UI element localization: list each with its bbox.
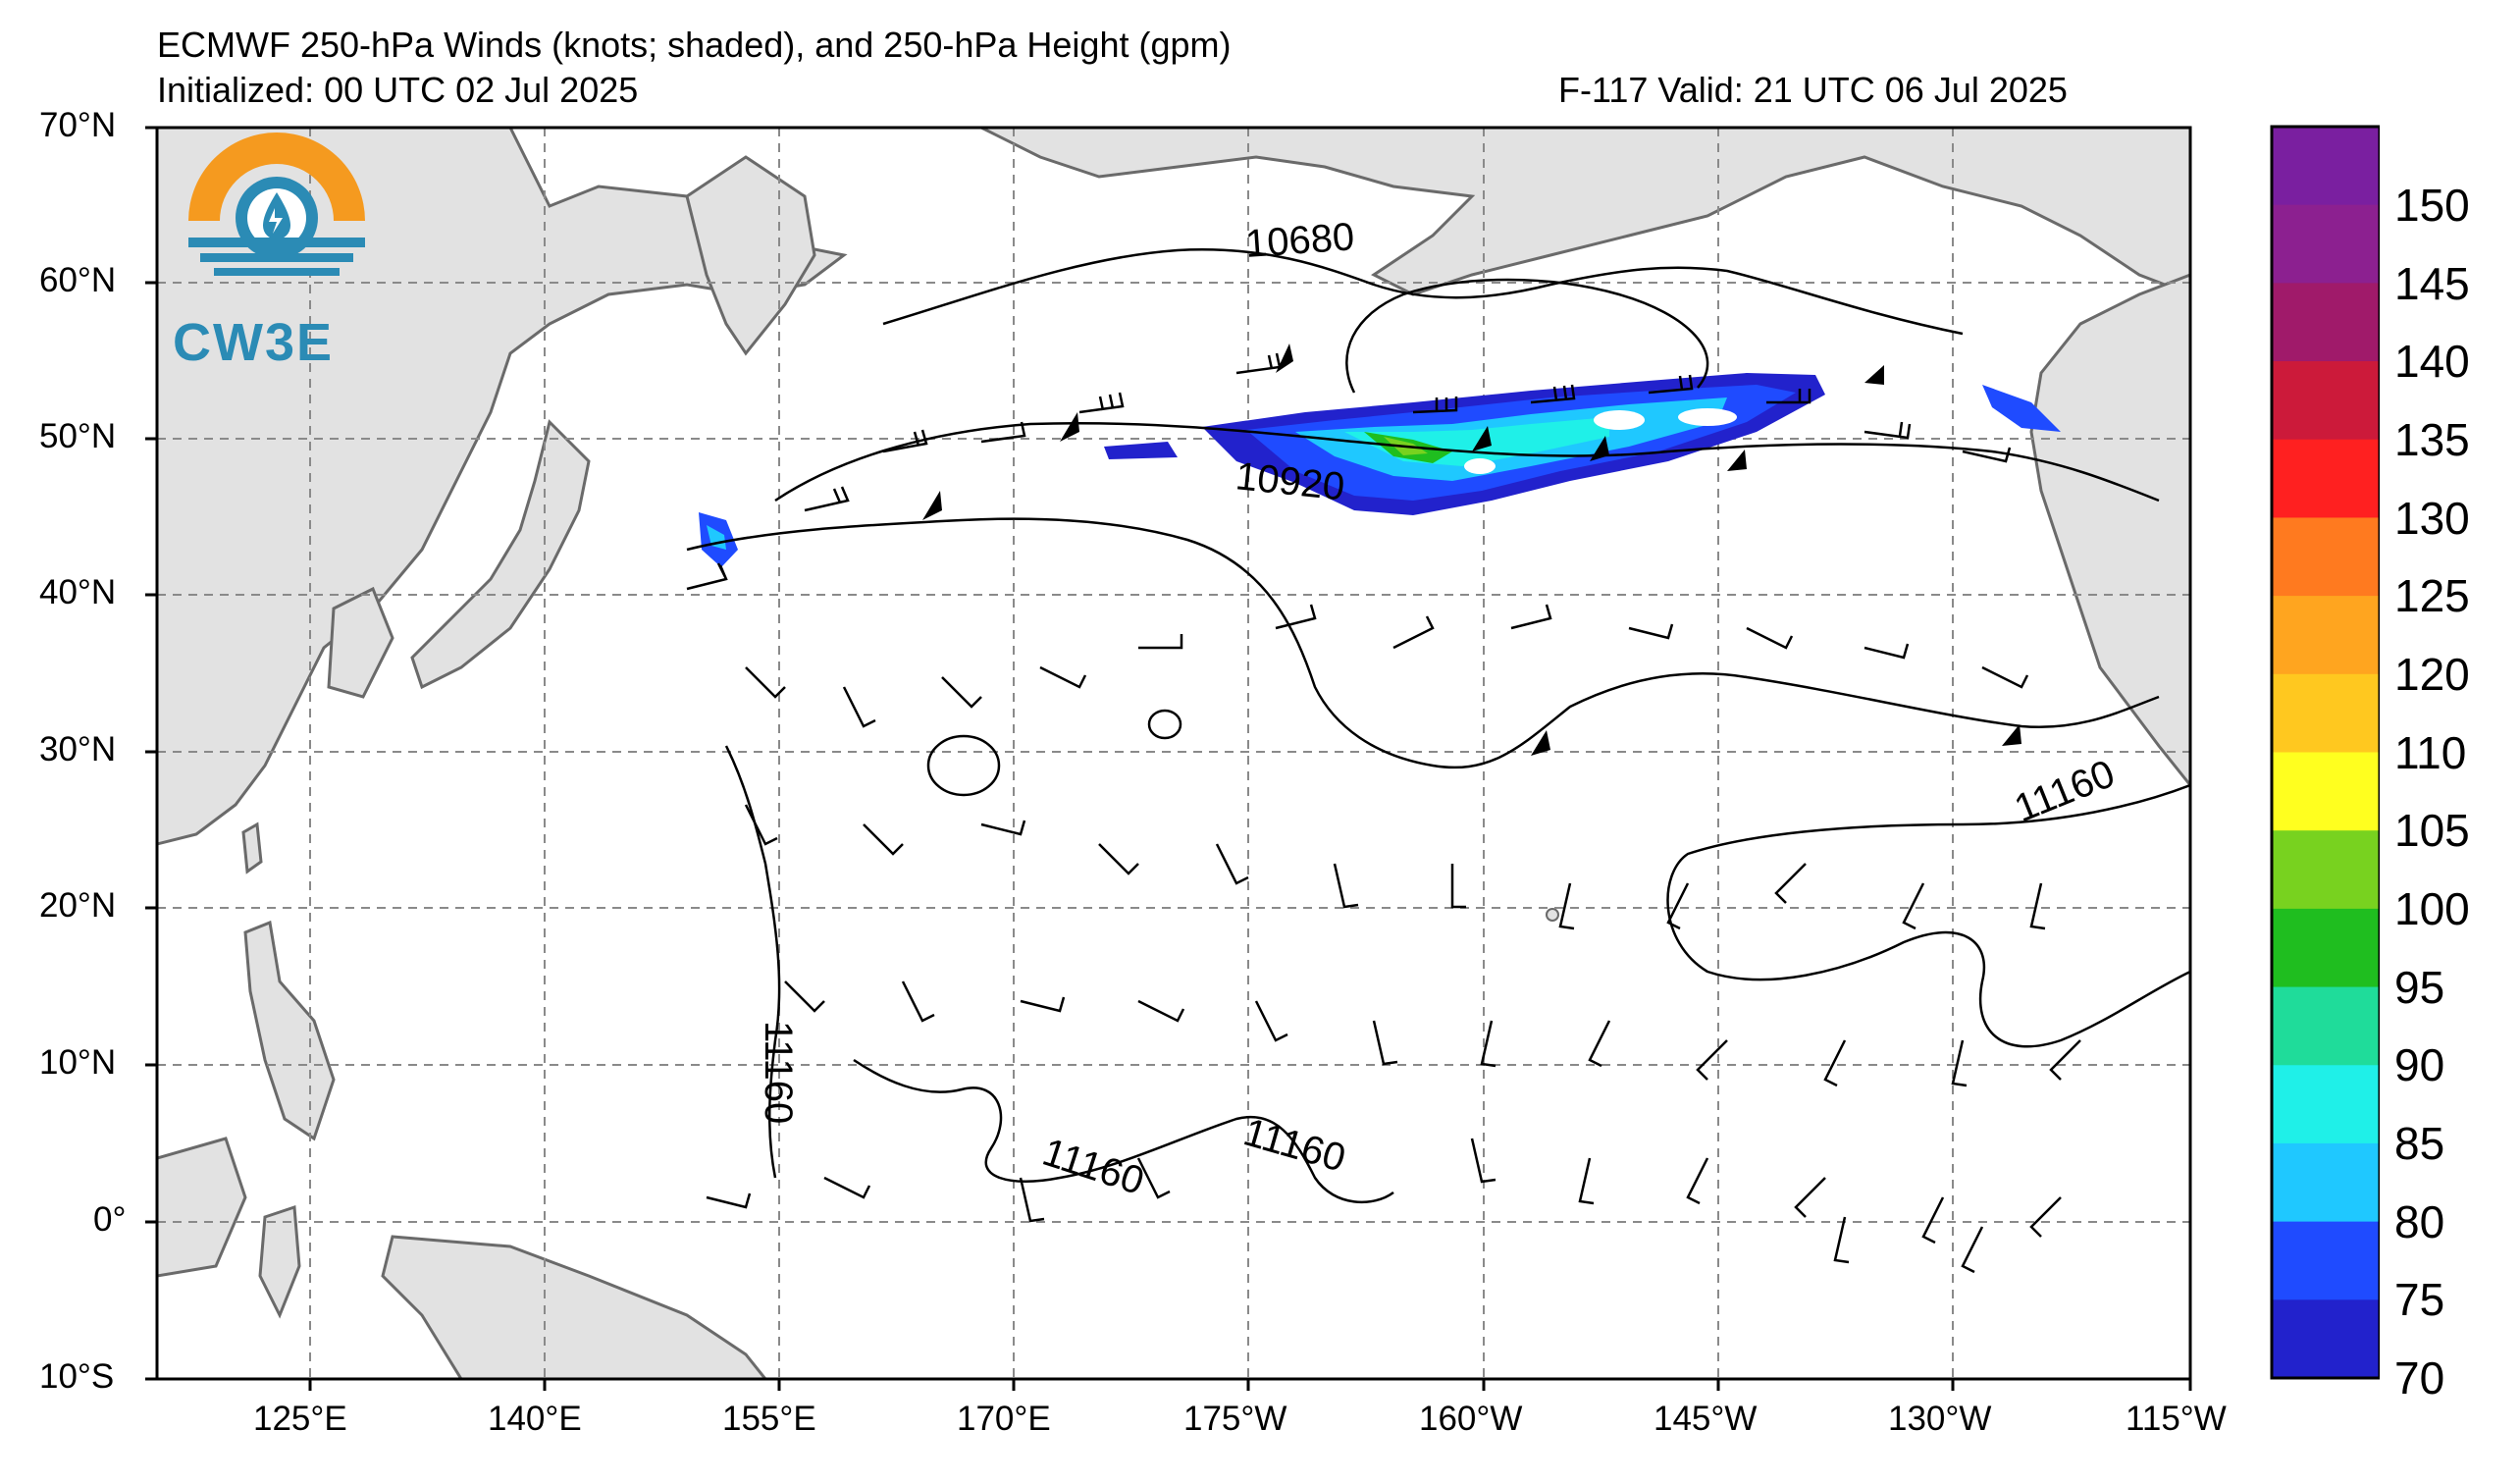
graticule <box>157 128 2190 1379</box>
colorbar-swatch <box>2272 1065 2380 1144</box>
colorbar-label-145: 145 <box>2394 258 2470 309</box>
taiwan <box>241 821 263 874</box>
north-america-landmass <box>2029 273 2190 788</box>
lat-label-30n: 30°N <box>39 730 117 768</box>
lat-label-60n: 60°N <box>39 261 117 299</box>
colorbar-swatch <box>2272 517 2380 597</box>
lon-label-170e: 170°E <box>957 1400 1051 1438</box>
colorbar-swatch <box>2272 986 2380 1066</box>
lon-label-155e: 155°E <box>722 1400 816 1438</box>
colorbar-label-125: 125 <box>2394 570 2470 621</box>
colorbar-swatch <box>2272 752 2380 831</box>
colorbar-label-130: 130 <box>2394 493 2470 544</box>
valid-time: F-117 Valid: 21 UTC 06 Jul 2025 <box>1558 70 2068 110</box>
lon-label-160w: 160°W <box>1419 1400 1523 1438</box>
sulawesi <box>258 1204 301 1319</box>
colorbar-label-70: 70 <box>2394 1352 2445 1404</box>
logo-text: CW3E <box>173 313 335 372</box>
lon-label-175w: 175°W <box>1183 1400 1287 1438</box>
lon-label-145w: 145°W <box>1654 1400 1758 1438</box>
jet-streak-shading <box>699 373 2061 567</box>
colorbar-label-135: 135 <box>2394 414 2470 465</box>
lat-label-20n: 20°N <box>39 886 117 925</box>
colorbar-swatch <box>2272 127 2380 206</box>
colorbar-swatch <box>2272 1221 2380 1300</box>
colorbar-swatch <box>2272 439 2380 518</box>
lat-label-50n: 50°N <box>39 417 117 455</box>
colorbar-swatch <box>2272 1142 2380 1223</box>
colorbar-label-75: 75 <box>2394 1274 2445 1325</box>
axis-ticks <box>145 126 2192 1391</box>
colorbar-label-140: 140 <box>2394 336 2470 387</box>
lon-label-125e: 125°E <box>253 1400 347 1438</box>
borneo <box>157 1137 247 1278</box>
colorbar-label-90: 90 <box>2394 1039 2445 1090</box>
colorbar-label-120: 120 <box>2394 649 2470 700</box>
colorbar-label-110: 110 <box>2394 727 2467 778</box>
japan-landmass <box>410 419 591 690</box>
lon-label-115w: 115°W <box>2126 1400 2227 1438</box>
colorbar-swatch <box>2272 673 2380 753</box>
colorbar-label-85: 85 <box>2394 1118 2445 1169</box>
init-time: Initialized: 00 UTC 02 Jul 2025 <box>157 70 639 110</box>
lat-label-70n: 70°N <box>39 106 117 144</box>
lat-label-10s: 10°S <box>39 1357 115 1396</box>
logo-sun-arc <box>188 132 365 221</box>
colorbar-label-105: 105 <box>2394 805 2470 856</box>
hawaii <box>1546 908 1559 922</box>
philippines <box>243 920 336 1141</box>
colorbar-swatch <box>2272 361 2380 441</box>
wind-barbs <box>686 352 2081 1274</box>
colorbar-swatch <box>2272 1299 2380 1379</box>
droplet-icon <box>263 192 290 239</box>
new-guinea <box>381 1235 767 1379</box>
colorbar-label-95: 95 <box>2394 962 2445 1013</box>
lat-label-0: 0° <box>93 1200 127 1239</box>
lat-label-10n: 10°N <box>39 1043 117 1082</box>
colorbar-swatch <box>2272 830 2380 910</box>
alaska-landmass <box>980 128 2190 296</box>
asia-landmass <box>157 128 848 846</box>
colorbar-swatch <box>2272 596 2380 675</box>
korea-peninsula <box>327 586 394 699</box>
colorbar-label-100: 100 <box>2394 883 2470 934</box>
lat-label-40n: 40°N <box>39 573 117 611</box>
height-contours <box>686 248 2190 1203</box>
lon-label-130w: 130°W <box>1888 1400 1992 1438</box>
colorbar-label-150: 150 <box>2394 180 2470 231</box>
map-title: ECMWF 250-hPa Winds (knots; shaded), and… <box>157 25 1232 65</box>
colorbar-swatch <box>2272 283 2380 362</box>
colorbar <box>2270 125 2380 1380</box>
contour-label-11160-west: 11160 <box>757 1021 800 1124</box>
wind-pennants <box>922 344 2021 756</box>
colorbar-swatch <box>2272 908 2380 988</box>
colorbar-swatch <box>2272 204 2380 284</box>
cw3e-logo <box>188 132 365 276</box>
lon-label-140e: 140°E <box>488 1400 582 1438</box>
kamchatka-landmass <box>685 155 816 356</box>
colorbar-label-80: 80 <box>2394 1196 2445 1247</box>
contour-label-10680: 10680 <box>1244 215 1356 266</box>
